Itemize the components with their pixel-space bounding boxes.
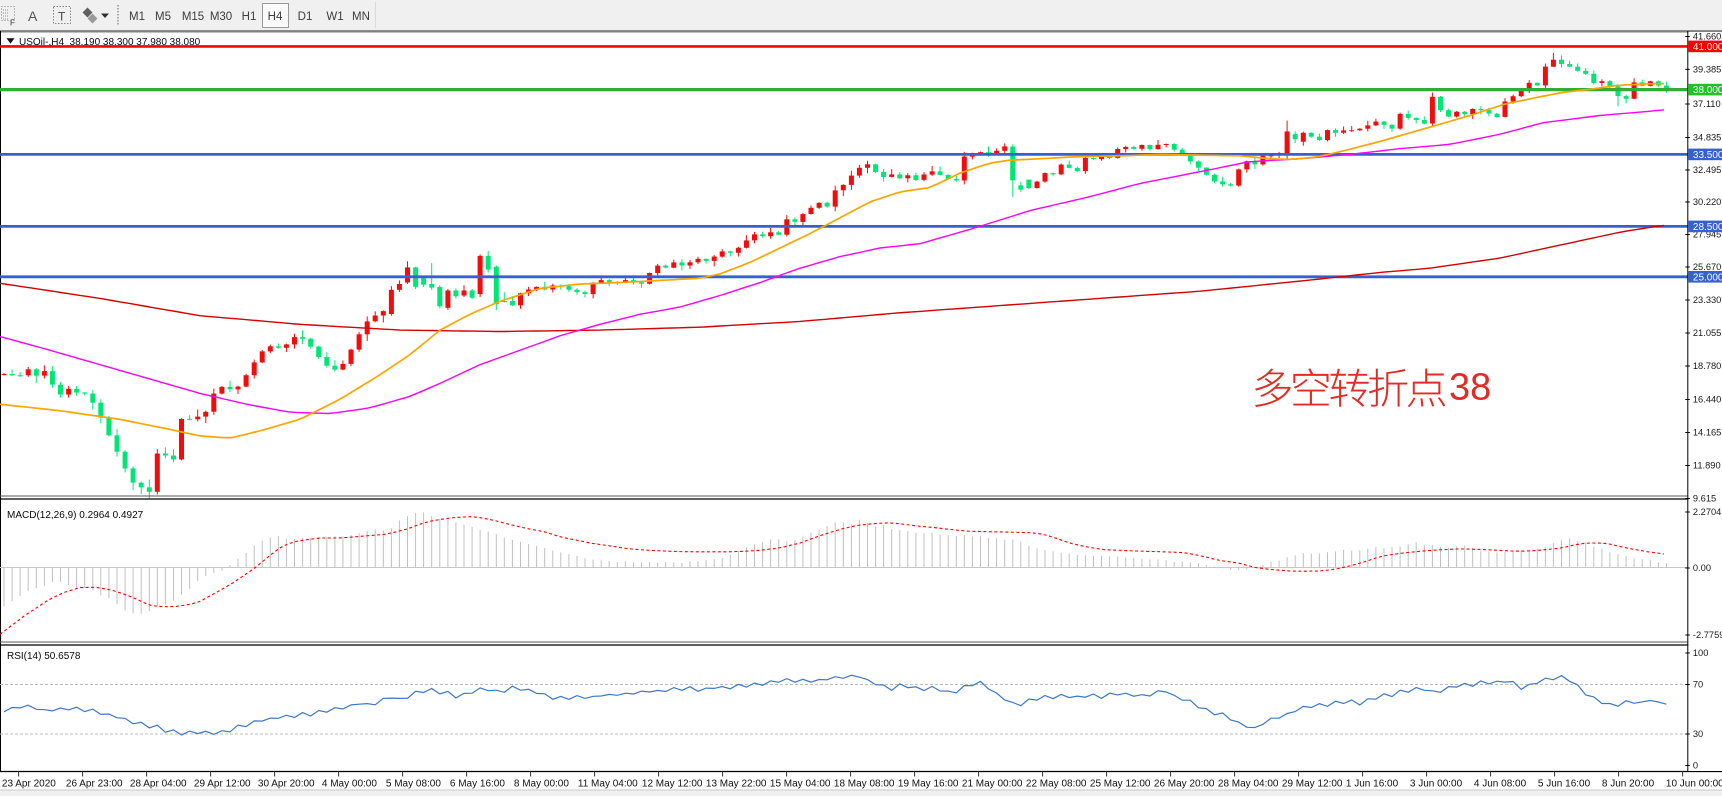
svg-text:32.495: 32.495: [1693, 165, 1721, 175]
svg-text:33.500: 33.500: [1693, 150, 1722, 161]
svg-text:26 May 20:00: 26 May 20:00: [1154, 779, 1215, 790]
svg-text:13 May 22:00: 13 May 22:00: [706, 779, 767, 790]
svg-text:-2.7759: -2.7759: [1693, 630, 1722, 640]
svg-text:25 May 12:00: 25 May 12:00: [1090, 779, 1151, 790]
svg-text:F: F: [10, 19, 15, 28]
svg-text:41.660: 41.660: [1693, 32, 1721, 42]
svg-text:0.00: 0.00: [1693, 563, 1711, 573]
svg-text:USOil-,H4 38.190 38.300 37.98: USOil-,H4 38.190 38.300 37.980 38.080: [19, 37, 201, 48]
svg-text:22 May 08:00: 22 May 08:00: [1026, 779, 1087, 790]
svg-text:29 Apr 12:00: 29 Apr 12:00: [194, 779, 251, 790]
svg-text:10 Jun 00:00: 10 Jun 00:00: [1666, 779, 1722, 790]
svg-text:70: 70: [1693, 680, 1703, 690]
svg-text:D1: D1: [298, 11, 313, 23]
svg-text:RSI(14) 50.6578: RSI(14) 50.6578: [7, 651, 81, 662]
svg-text:2.2704: 2.2704: [1693, 507, 1721, 517]
svg-text:27.945: 27.945: [1693, 230, 1721, 240]
svg-text:6 May 16:00: 6 May 16:00: [450, 779, 505, 790]
svg-text:MN: MN: [352, 11, 370, 23]
svg-text:14.165: 14.165: [1693, 428, 1721, 438]
svg-text:11 May 04:00: 11 May 04:00: [578, 779, 638, 790]
svg-text:8 May 00:00: 8 May 00:00: [514, 779, 569, 790]
svg-text:21.055: 21.055: [1693, 328, 1721, 338]
svg-text:M1: M1: [129, 11, 145, 23]
svg-text:5 May 08:00: 5 May 08:00: [386, 779, 441, 790]
svg-text:38: 38: [1449, 367, 1491, 409]
svg-text:T: T: [58, 10, 66, 24]
svg-text:28 Apr 04:00: 28 Apr 04:00: [130, 779, 187, 790]
svg-text:11.890: 11.890: [1693, 461, 1721, 471]
svg-text:19 May 16:00: 19 May 16:00: [898, 779, 959, 790]
svg-text:4 May 00:00: 4 May 00:00: [322, 779, 377, 790]
svg-text:9.615: 9.615: [1693, 494, 1716, 504]
svg-text:28 May 04:00: 28 May 04:00: [1218, 779, 1279, 790]
svg-text:23 Apr 2020: 23 Apr 2020: [2, 779, 56, 790]
svg-text:29 May 12:00: 29 May 12:00: [1282, 779, 1343, 790]
svg-text:5 Jun 16:00: 5 Jun 16:00: [1538, 779, 1591, 790]
svg-text:1 Jun 16:00: 1 Jun 16:00: [1346, 779, 1399, 790]
svg-text:100: 100: [1693, 648, 1709, 658]
svg-text:41.000: 41.000: [1693, 42, 1722, 53]
svg-text:39.385: 39.385: [1693, 65, 1721, 75]
svg-text:30.220: 30.220: [1693, 197, 1721, 207]
svg-text:M30: M30: [210, 11, 232, 23]
svg-text:3 Jun 00:00: 3 Jun 00:00: [1410, 779, 1463, 790]
svg-text:8 Jun 20:00: 8 Jun 20:00: [1602, 779, 1655, 790]
svg-text:18.780: 18.780: [1693, 361, 1721, 371]
svg-text:16.440: 16.440: [1693, 395, 1721, 405]
svg-text:M15: M15: [182, 11, 204, 23]
svg-text:4 Jun 08:00: 4 Jun 08:00: [1474, 779, 1527, 790]
svg-text:30 Apr 20:00: 30 Apr 20:00: [258, 779, 315, 790]
svg-text:26 Apr 23:00: 26 Apr 23:00: [66, 779, 123, 790]
svg-text:37.110: 37.110: [1693, 99, 1721, 109]
svg-text:H4: H4: [268, 11, 283, 23]
svg-text:15 May 04:00: 15 May 04:00: [770, 779, 831, 790]
svg-text:23.330: 23.330: [1693, 295, 1721, 305]
svg-text:38.000: 38.000: [1693, 85, 1722, 96]
svg-text:H1: H1: [242, 11, 257, 23]
svg-text:A: A: [28, 8, 38, 24]
svg-text:M5: M5: [155, 11, 171, 23]
svg-text:W1: W1: [326, 11, 343, 23]
svg-text:12 May 12:00: 12 May 12:00: [642, 779, 703, 790]
svg-text:25.000: 25.000: [1693, 272, 1722, 283]
svg-text:34.835: 34.835: [1693, 133, 1721, 143]
svg-text:25.670: 25.670: [1693, 262, 1721, 272]
svg-text:30: 30: [1693, 729, 1703, 739]
svg-text:28.500: 28.500: [1693, 222, 1722, 233]
svg-text:21 May 00:00: 21 May 00:00: [962, 779, 1023, 790]
svg-text:18 May 08:00: 18 May 08:00: [834, 779, 895, 790]
svg-text:0: 0: [1693, 761, 1698, 771]
svg-text:MACD(12,26,9) 0.2964 0.4927: MACD(12,26,9) 0.2964 0.4927: [7, 510, 144, 521]
